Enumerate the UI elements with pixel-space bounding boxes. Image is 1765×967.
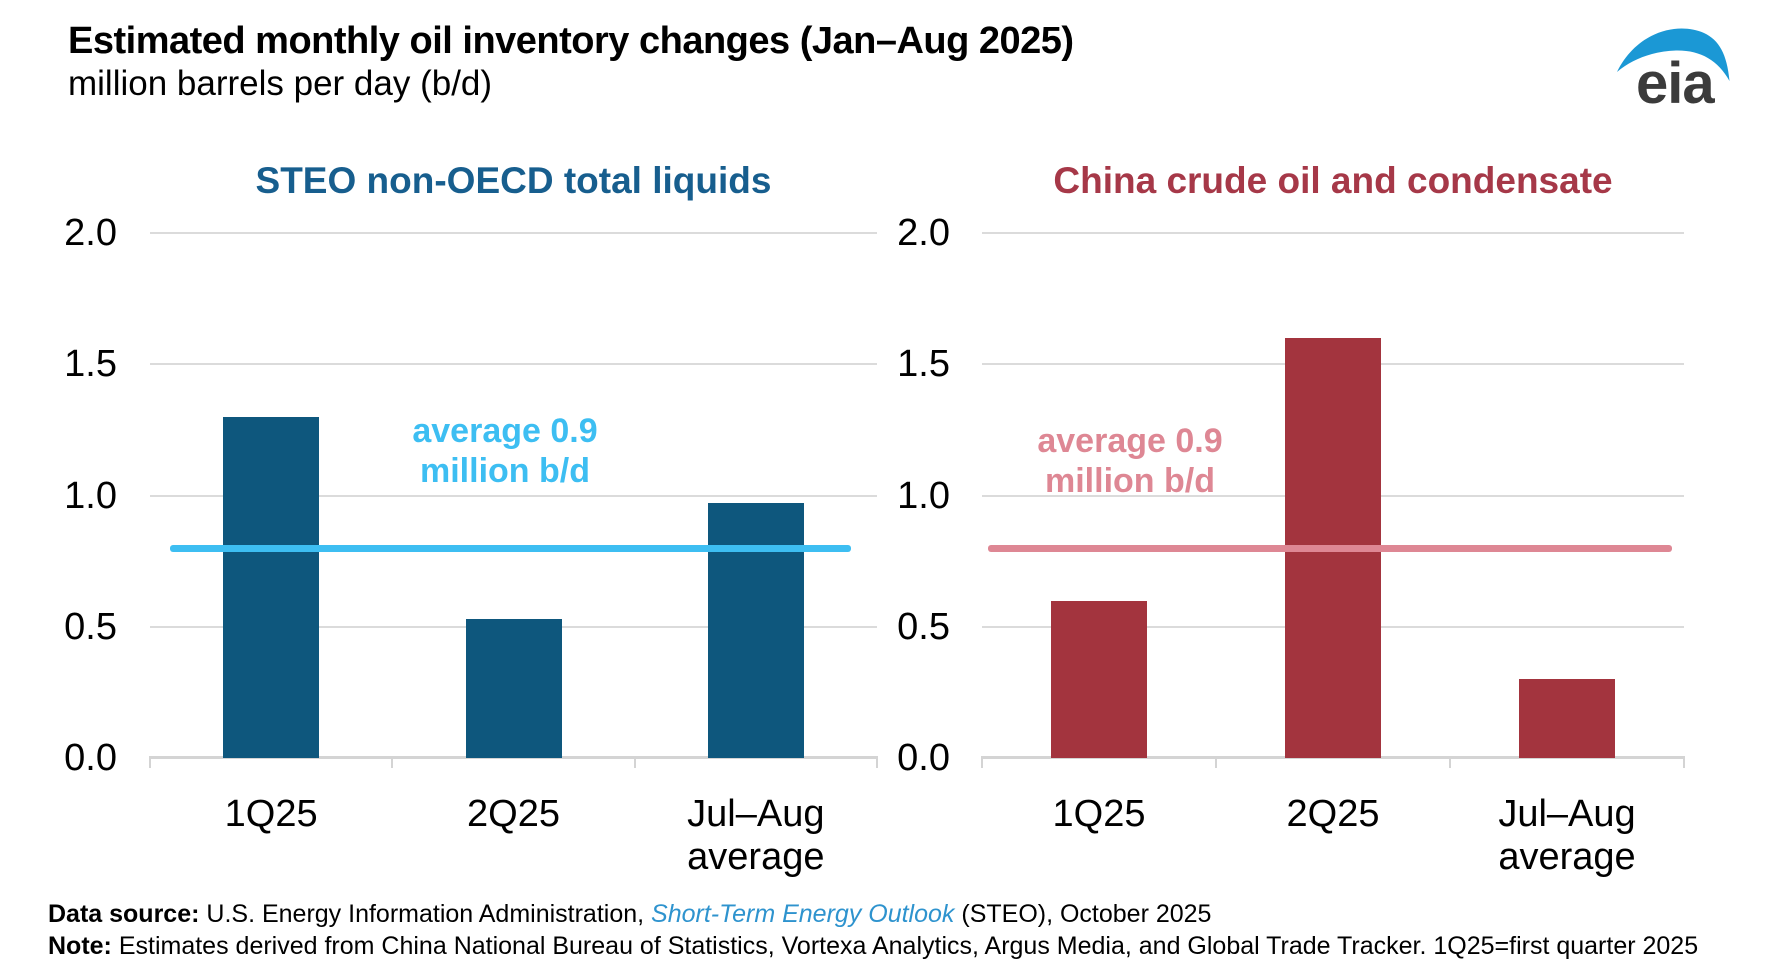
y-axis-label-1.0: 1.0 [64,475,117,517]
x-axis-label-jul-aug: Jul–Aug [687,793,825,835]
x-axis-tick [1683,756,1685,768]
y-axis-label-0.0: 0.0 [64,737,117,779]
x-axis-tick [1449,756,1451,768]
y-axis-label-1.0: 1.0 [897,475,950,517]
chart-title-china-crude-oil-and-condensate: China crude oil and condensate [1053,160,1613,201]
x-axis-tick [981,756,983,768]
y-axis-label-0.0: 0.0 [897,737,950,779]
x-axis-tick [1215,756,1217,768]
steo-outlook-link[interactable]: Short-Term Energy Outlook [651,900,955,928]
x-axis-tick [391,756,393,768]
footer-note: Note: Estimates derived from China Natio… [48,931,1698,962]
bar-1q25 [1051,601,1147,758]
footer-data-source-suffix: (STEO), October 2025 [954,900,1212,928]
average-annotation-line2: million b/d [1045,462,1215,500]
y-axis-label-0.5: 0.5 [897,606,950,648]
x-axis-label-jul-aug: Jul–Aug [1498,793,1636,835]
average-annotation-line1: average 0.9 [1037,422,1223,460]
x-axis-label-2q25: 2Q25 [1286,793,1380,835]
x-axis-label-1q25: 1Q25 [1052,793,1146,835]
x-axis-label-2q25: 2Q25 [467,793,560,835]
y-axis-label-2.0: 2.0 [64,212,117,254]
y-axis-label-1.5: 1.5 [897,343,950,385]
gridline-1.0 [150,495,877,497]
gridline-2.0 [150,232,877,234]
y-axis-label-1.5: 1.5 [64,343,117,385]
x-axis-label-1q25: 1Q25 [224,793,318,835]
footer-data-source-label: Data source: [48,900,200,928]
x-axis-label-average: average [687,836,825,878]
footer-data-source-text: U.S. Energy Information Administration, [199,900,652,928]
gridline-1.5 [150,363,877,365]
footer-data-source: Data source: U.S. Energy Information Adm… [48,899,1211,930]
bar-jul-aug-average [1519,679,1615,758]
footer-note-label: Note: [48,932,112,960]
bar-2q25 [466,619,562,758]
y-axis-label-0.5: 0.5 [64,606,117,648]
page-subtitle: million barrels per day (b/d) [68,64,493,103]
eia-logo-text: eia [1636,51,1715,108]
bar-1q25 [223,417,319,758]
average-line [988,545,1672,552]
x-axis-label-average: average [1498,836,1636,878]
chart-title-steo-non-oecd-total-liquids: STEO non-OECD total liquids [255,160,772,201]
average-annotation-line1: average 0.9 [412,412,598,450]
y-axis-label-2.0: 2.0 [897,212,950,254]
eia-logo: eia [1617,28,1730,108]
average-annotation-line2: million b/d [420,452,590,490]
gridline-2.0 [982,232,1684,234]
footer-note-text: Estimates derived from China National Bu… [111,932,1699,960]
x-axis-tick [149,756,151,768]
eia-logo-swoosh-icon [1617,28,1730,81]
x-axis-tick [634,756,636,768]
average-line [170,545,851,552]
x-axis-tick [876,756,878,768]
page-title: Estimated monthly oil inventory changes … [68,20,1074,62]
